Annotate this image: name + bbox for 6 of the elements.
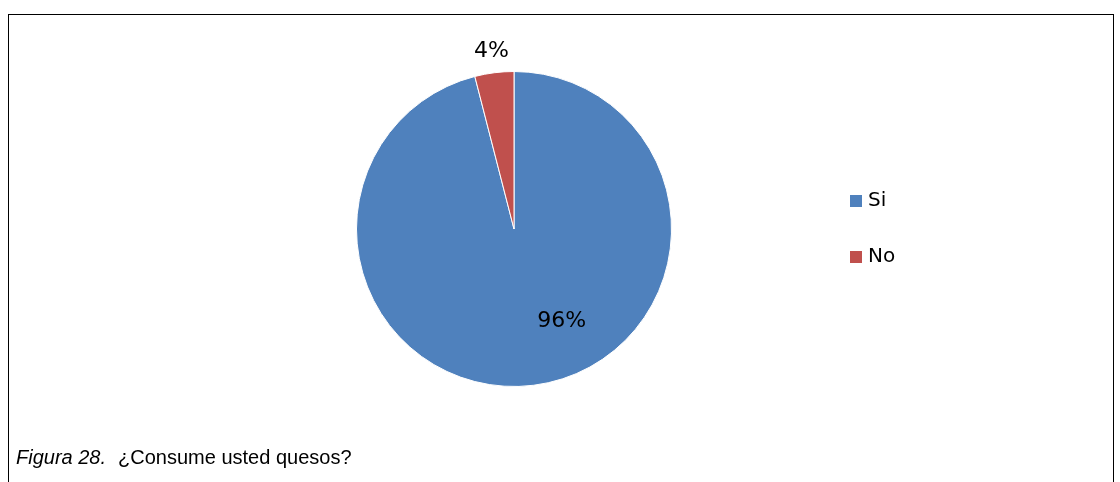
text: Figura 28.: [16, 446, 107, 468]
legend-label: Si: [868, 187, 887, 212]
data-label: 96%: [537, 307, 587, 333]
legend-label: No: [868, 243, 896, 268]
data-label: 4%: [474, 36, 509, 62]
text: ¿Consume usted quesos?: [118, 446, 352, 468]
